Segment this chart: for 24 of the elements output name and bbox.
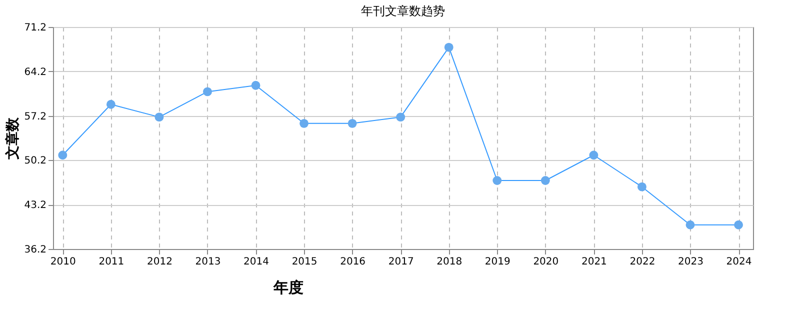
x-tick-label: 2010 [50,256,76,268]
y-tick-label: 43.2 [24,200,46,212]
x-tick-label: 2022 [630,256,656,268]
x-tick-label: 2017 [388,256,414,268]
y-axis-title: 文章数 [4,116,22,160]
x-tick-label: 2015 [292,256,318,268]
x-tick-label: 2011 [98,256,124,268]
y-tick-label: 50.2 [24,156,46,167]
x-tick-label: 2021 [581,256,607,268]
x-tick-label: 2012 [146,256,172,268]
x-tick-label: 2020 [533,256,559,268]
y-tick-label: 57.2 [24,111,46,122]
x-tick-label: 2013 [195,256,221,268]
x-tick-label: 2023 [678,256,704,268]
x-axis-title: 年度 [272,278,304,296]
x-tick-label: 2024 [726,256,752,268]
x-tick-label: 2016 [340,256,366,268]
x-tick-label: 2014 [244,256,269,268]
y-tick-label: 64.2 [24,66,46,78]
y-tick-label: 36.2 [24,244,46,256]
x-tick-label: 2018 [436,256,462,268]
x-tick-label: 2019 [484,256,510,268]
chart-title: 年刊文章数趋势 [361,4,445,18]
y-tick-label: 71.2 [24,22,46,34]
